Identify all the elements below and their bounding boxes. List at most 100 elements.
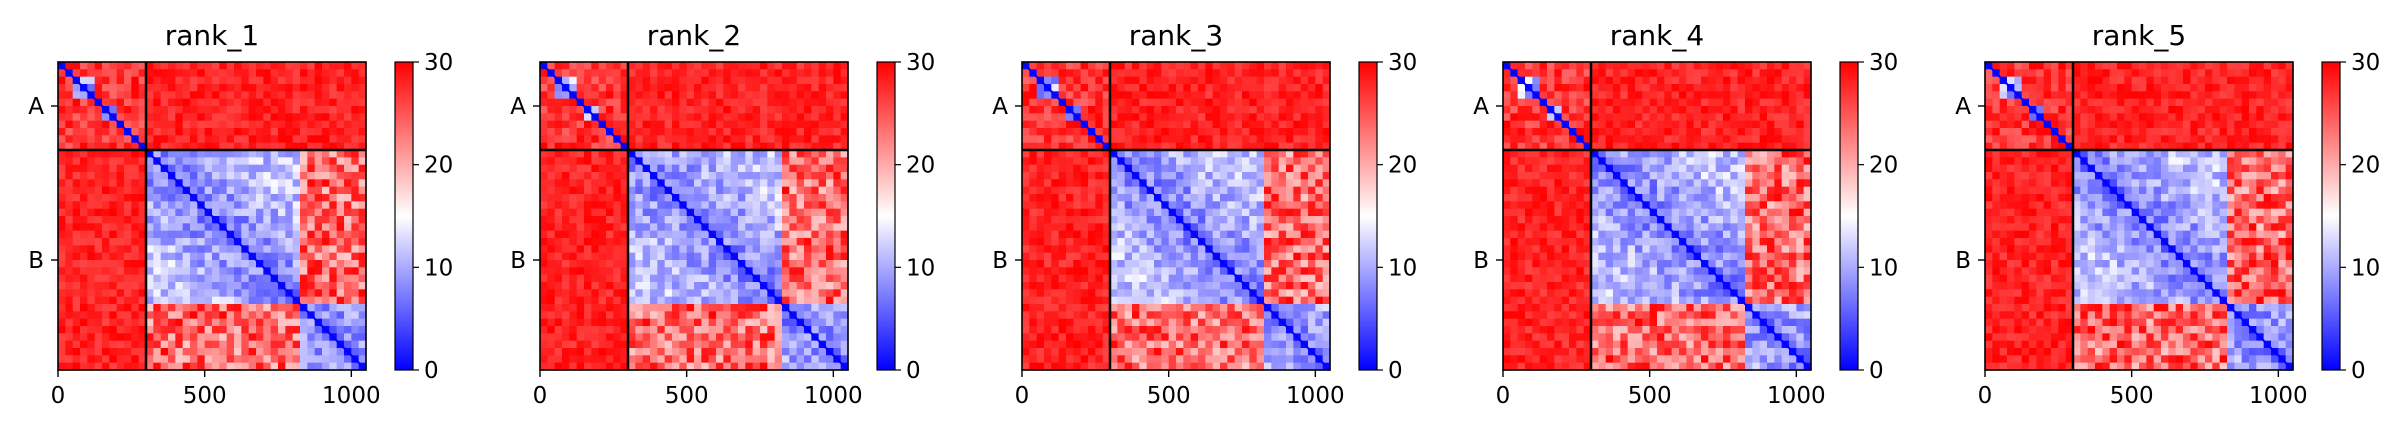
heatmap-cell (760, 76, 768, 85)
heatmap-cell (1088, 282, 1096, 290)
heatmap-cell (72, 355, 81, 364)
heatmap-cell (146, 333, 154, 342)
heatmap-cell (701, 172, 710, 180)
heatmap-cell (197, 223, 206, 232)
heatmap-cell (767, 194, 776, 202)
heatmap-cell (1080, 208, 1089, 217)
heatmap-cell (576, 355, 585, 364)
heatmap-cell (1095, 69, 1104, 78)
heatmap-cell (292, 186, 301, 195)
heatmap-cell (1300, 113, 1309, 122)
heatmap-cell (642, 106, 651, 114)
heatmap-cell (168, 326, 176, 334)
heatmap-cell (1227, 179, 1236, 188)
heatmap-cell (329, 76, 338, 85)
heatmap-cell (1264, 245, 1272, 254)
heatmap-cell (153, 223, 162, 232)
heatmap-cell (138, 282, 147, 290)
heatmap-cell (1110, 172, 1118, 180)
heatmap-cell (672, 289, 680, 298)
heatmap-cell (175, 208, 184, 217)
heatmap-cell (1176, 106, 1184, 114)
heatmap-cell (672, 142, 680, 151)
heatmap-cell (248, 289, 257, 298)
heatmap-cell (782, 186, 790, 195)
heatmap-cell (329, 252, 338, 261)
heatmap-cell (263, 150, 272, 158)
heatmap-cell (584, 62, 592, 70)
heatmap-cell (745, 355, 754, 364)
heatmap-cell (1124, 201, 1133, 210)
heatmap-cell (1022, 223, 1030, 232)
heatmap-cell (72, 113, 81, 122)
heatmap-cell (358, 179, 367, 188)
heatmap-cell (102, 260, 110, 268)
heatmap-cell (234, 62, 242, 70)
heatmap-cell (1278, 172, 1287, 180)
heatmap-cell (1124, 179, 1133, 188)
heatmap-cell (234, 326, 242, 334)
heatmap-cell (826, 194, 834, 202)
heatmap-cell (80, 311, 88, 320)
heatmap-cell (1300, 106, 1309, 114)
heatmap-cell (146, 238, 154, 246)
heatmap-cell (263, 296, 272, 305)
heatmap-cell (606, 120, 614, 129)
heatmap-cell (197, 194, 206, 202)
heatmap-cell (613, 311, 622, 320)
heatmap-cell (1139, 98, 1148, 107)
heatmap-cell (87, 252, 96, 261)
heatmap-cell (562, 186, 570, 195)
heatmap-cell (833, 245, 842, 254)
heatmap-cell (584, 150, 592, 158)
heatmap-cell (760, 98, 768, 107)
heatmap-cell (175, 238, 184, 246)
heatmap-cell (344, 355, 352, 364)
heatmap-cell (767, 98, 776, 107)
heatmap-cell (1168, 289, 1177, 298)
heatmap-cell (782, 201, 790, 210)
heatmap-cell (701, 252, 710, 261)
heatmap-cell (650, 120, 658, 129)
heatmap-cell (664, 274, 673, 283)
heatmap-cell (124, 230, 132, 239)
heatmap-cell (826, 223, 834, 232)
heatmap-cell (833, 296, 842, 305)
heatmap-cell (1066, 150, 1074, 158)
heatmap-cell (234, 260, 242, 268)
heatmap-cell (204, 62, 213, 70)
heatmap-cell (263, 282, 272, 290)
heatmap-cell (650, 260, 658, 268)
heatmap-cell (219, 91, 228, 100)
heatmap-cell (745, 157, 754, 166)
heatmap-cell (1242, 62, 1250, 70)
heatmap-cell (307, 91, 316, 100)
heatmap-cell (701, 274, 710, 283)
heatmap-cell (1264, 135, 1272, 144)
heatmap-cell (1088, 186, 1096, 195)
heatmap-cell (248, 113, 257, 122)
heatmap-cell (175, 260, 184, 268)
heatmap-cell (146, 340, 154, 349)
heatmap-cell (1220, 120, 1228, 129)
heatmap-cell (1139, 252, 1148, 261)
heatmap-cell (818, 76, 827, 85)
heatmap-cell (562, 223, 570, 232)
heatmap-cell (1176, 179, 1184, 188)
heatmap-cell (672, 340, 680, 349)
heatmap-cell (576, 120, 585, 129)
heatmap-cell (204, 362, 213, 371)
heatmap-cell (738, 113, 746, 122)
heatmap-cell (1234, 230, 1243, 239)
heatmap-cell (138, 296, 147, 305)
heatmap-cell (833, 216, 842, 224)
heatmap-cell (160, 274, 169, 283)
heatmap-cell (336, 201, 345, 210)
heatmap-cell (351, 208, 360, 217)
heatmap-cell (796, 186, 805, 195)
heatmap-cell (1073, 106, 1082, 114)
heatmap-cell (1300, 238, 1309, 246)
heatmap-cell (285, 120, 294, 129)
heatmap-cell (1249, 282, 1258, 290)
heatmap-cell (1080, 98, 1089, 107)
